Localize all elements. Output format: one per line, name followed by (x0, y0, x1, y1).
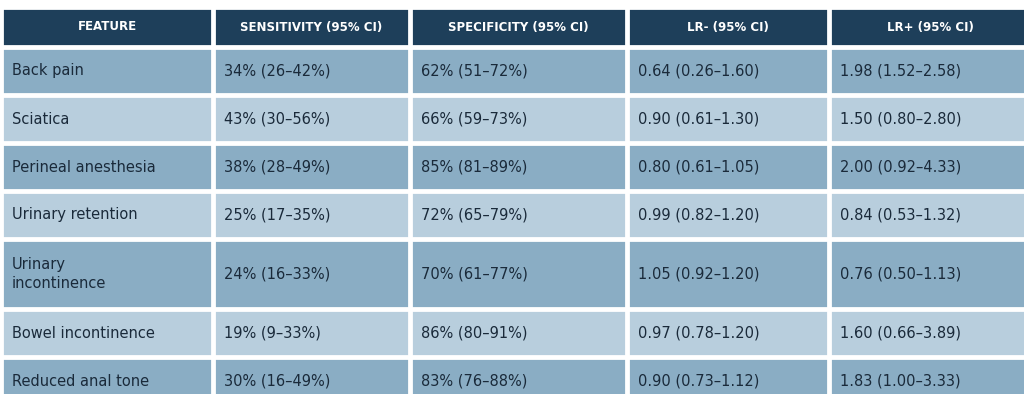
Text: SENSITIVITY (95% CI): SENSITIVITY (95% CI) (241, 20, 383, 33)
Text: 0.84 (0.53–1.32): 0.84 (0.53–1.32) (840, 208, 961, 223)
Text: LR- (95% CI): LR- (95% CI) (687, 20, 769, 33)
Text: Reduced anal tone: Reduced anal tone (12, 374, 150, 388)
Text: 2.00 (0.92–4.33): 2.00 (0.92–4.33) (840, 160, 962, 175)
Text: Perineal anesthesia: Perineal anesthesia (12, 160, 156, 175)
Text: Back pain: Back pain (12, 63, 84, 78)
Bar (628, 48, 828, 94)
Text: 24% (16–33%): 24% (16–33%) (224, 266, 331, 281)
Bar (628, 310, 828, 356)
Bar (628, 144, 828, 190)
Bar (628, 8, 828, 46)
Text: 62% (51–72%): 62% (51–72%) (421, 63, 527, 78)
Text: 0.97 (0.78–1.20): 0.97 (0.78–1.20) (638, 325, 760, 340)
Text: 1.50 (0.80–2.80): 1.50 (0.80–2.80) (840, 112, 962, 126)
Bar (2, 192, 212, 238)
Bar (830, 358, 1024, 394)
Text: 83% (76–88%): 83% (76–88%) (421, 374, 527, 388)
Bar (411, 96, 626, 142)
Text: 19% (9–33%): 19% (9–33%) (224, 325, 321, 340)
Bar (214, 310, 409, 356)
Bar (214, 96, 409, 142)
Bar (2, 96, 212, 142)
Text: 70% (61–77%): 70% (61–77%) (421, 266, 528, 281)
Bar (411, 358, 626, 394)
Bar (214, 48, 409, 94)
Text: Urinary
incontinence: Urinary incontinence (12, 257, 106, 291)
Bar (2, 144, 212, 190)
Text: 1.05 (0.92–1.20): 1.05 (0.92–1.20) (638, 266, 760, 281)
Bar (411, 310, 626, 356)
Bar (830, 240, 1024, 308)
Text: 1.60 (0.66–3.89): 1.60 (0.66–3.89) (840, 325, 961, 340)
Text: 30% (16–49%): 30% (16–49%) (224, 374, 331, 388)
Bar (830, 144, 1024, 190)
Bar (214, 8, 409, 46)
Bar (2, 8, 212, 46)
Text: Bowel incontinence: Bowel incontinence (12, 325, 155, 340)
Text: 0.99 (0.82–1.20): 0.99 (0.82–1.20) (638, 208, 760, 223)
Bar (830, 310, 1024, 356)
Text: 38% (28–49%): 38% (28–49%) (224, 160, 331, 175)
Bar (411, 144, 626, 190)
Text: 1.83 (1.00–3.33): 1.83 (1.00–3.33) (840, 374, 961, 388)
Text: 0.76 (0.50–1.13): 0.76 (0.50–1.13) (840, 266, 962, 281)
Text: 0.90 (0.61–1.30): 0.90 (0.61–1.30) (638, 112, 759, 126)
Bar (2, 48, 212, 94)
Text: LR+ (95% CI): LR+ (95% CI) (887, 20, 974, 33)
Bar (411, 8, 626, 46)
Bar (2, 310, 212, 356)
Bar (830, 96, 1024, 142)
Text: 72% (65–79%): 72% (65–79%) (421, 208, 527, 223)
Text: Urinary retention: Urinary retention (12, 208, 137, 223)
Text: 34% (26–42%): 34% (26–42%) (224, 63, 331, 78)
Bar (214, 144, 409, 190)
Text: 1.98 (1.52–2.58): 1.98 (1.52–2.58) (840, 63, 962, 78)
Text: 66% (59–73%): 66% (59–73%) (421, 112, 527, 126)
Bar (214, 192, 409, 238)
Bar (411, 240, 626, 308)
Text: 0.64 (0.26–1.60): 0.64 (0.26–1.60) (638, 63, 760, 78)
Text: SPECIFICITY (95% CI): SPECIFICITY (95% CI) (449, 20, 589, 33)
Bar (214, 358, 409, 394)
Text: Sciatica: Sciatica (12, 112, 70, 126)
Text: 85% (81–89%): 85% (81–89%) (421, 160, 527, 175)
Bar (830, 8, 1024, 46)
Bar (411, 48, 626, 94)
Text: 0.90 (0.73–1.12): 0.90 (0.73–1.12) (638, 374, 760, 388)
Bar (411, 192, 626, 238)
Bar (628, 192, 828, 238)
Bar (628, 96, 828, 142)
Bar (2, 240, 212, 308)
Bar (2, 358, 212, 394)
Bar (214, 240, 409, 308)
Bar (830, 48, 1024, 94)
Text: 25% (17–35%): 25% (17–35%) (224, 208, 331, 223)
Text: 43% (30–56%): 43% (30–56%) (224, 112, 331, 126)
Text: 0.80 (0.61–1.05): 0.80 (0.61–1.05) (638, 160, 760, 175)
Text: FEATURE: FEATURE (78, 20, 136, 33)
Text: 86% (80–91%): 86% (80–91%) (421, 325, 527, 340)
Bar (628, 240, 828, 308)
Bar (628, 358, 828, 394)
Bar (830, 192, 1024, 238)
